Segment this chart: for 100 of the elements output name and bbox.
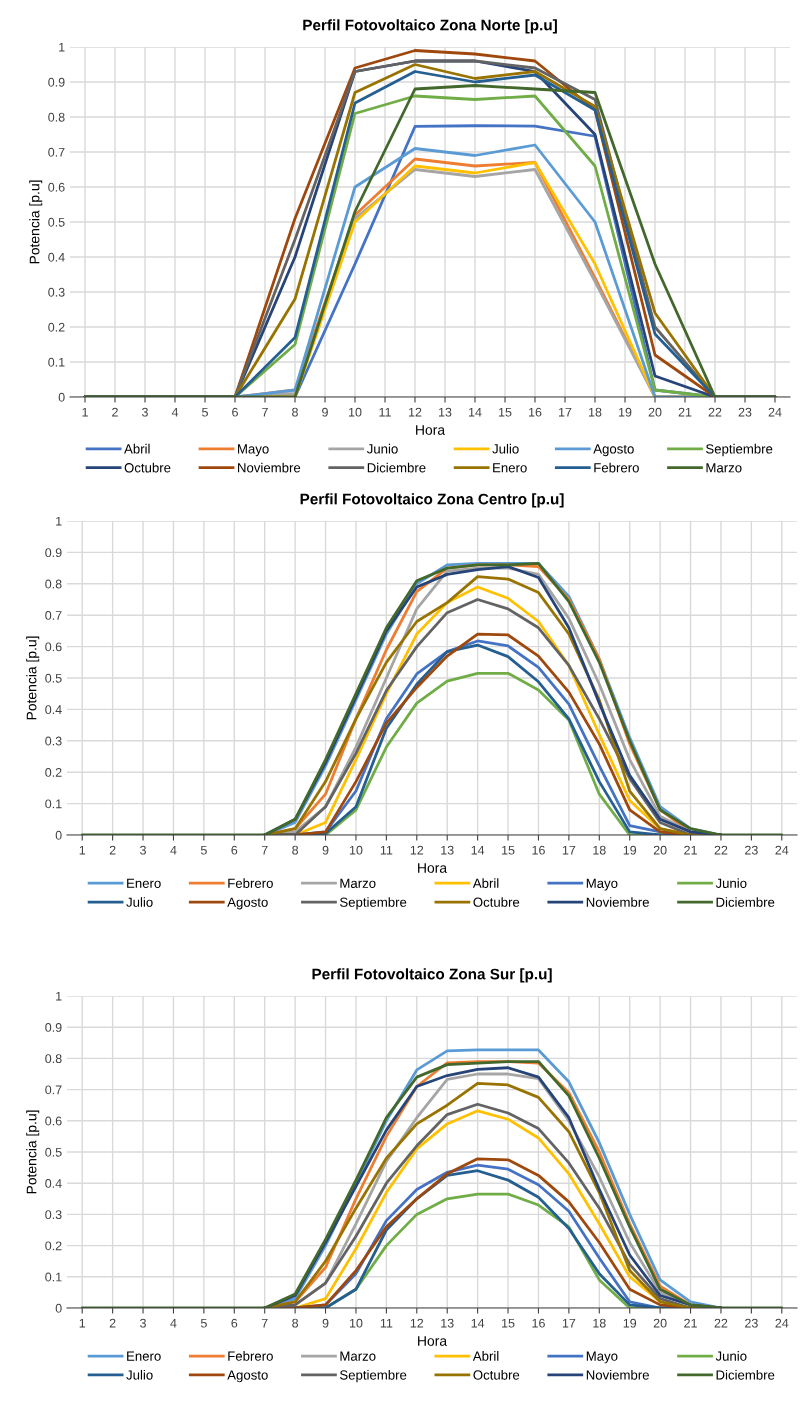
x-tick-label: 8 xyxy=(292,1318,299,1328)
legend-label: Octubre xyxy=(124,462,171,473)
x-tick-label: 3 xyxy=(140,845,146,855)
legend-label: Mayo xyxy=(586,1351,618,1364)
x-tick-label: 17 xyxy=(562,845,576,855)
legend-label: Noviembre xyxy=(586,897,649,907)
x-tick-label: 6 xyxy=(231,845,238,855)
x-tick-label: 13 xyxy=(441,845,454,855)
y-tick-label: 1 xyxy=(59,42,65,52)
x-tick-label: 14 xyxy=(471,1318,485,1328)
chart-title: Perfil Fotovoltaico Zona Sur [p.u] xyxy=(312,968,552,983)
x-tick-label: 17 xyxy=(562,1318,576,1328)
y-tick-label: 0.8 xyxy=(45,1054,62,1064)
x-tick-label: 23 xyxy=(745,1318,758,1328)
legend-label: Diciembre xyxy=(716,897,775,907)
x-tick-label: 23 xyxy=(738,407,752,417)
x-tick-label: 7 xyxy=(262,407,268,417)
x-tick-label: 12 xyxy=(409,407,422,417)
legend-label: Mayo xyxy=(586,878,618,891)
x-axis-title: Hora xyxy=(418,863,448,873)
x-tick-label: 22 xyxy=(714,845,728,855)
y-tick-label: 0.1 xyxy=(45,1272,62,1282)
x-tick-label: 23 xyxy=(745,845,758,855)
y-tick-label: 0.8 xyxy=(45,579,62,589)
x-tick-label: 4 xyxy=(171,407,179,417)
x-tick-label: 21 xyxy=(684,845,697,855)
y-tick-label: 0.4 xyxy=(45,705,62,715)
x-tick-label: 7 xyxy=(261,845,268,855)
x-tick-label: 15 xyxy=(502,1318,515,1328)
x-tick-label: 3 xyxy=(142,407,148,417)
legend-label: Septiembre xyxy=(340,897,407,910)
x-tick-label: 10 xyxy=(349,407,362,417)
y-tick-label: 0.4 xyxy=(45,1179,62,1188)
y-tick-label: 0 xyxy=(55,830,62,840)
legend-label: Abril xyxy=(124,443,150,454)
x-tick-label: 9 xyxy=(322,1318,329,1328)
legend-label: Septiembre xyxy=(706,443,773,457)
x-tick-label: 21 xyxy=(678,407,692,417)
legend-label: Agosto xyxy=(227,897,268,910)
legend-label: Junio xyxy=(366,443,398,454)
x-tick-label: 5 xyxy=(202,407,208,417)
x-tick-label: 19 xyxy=(623,845,637,855)
y-tick-label: 0.1 xyxy=(45,799,62,809)
legend-label: Diciembre xyxy=(367,462,426,473)
x-tick-label: 24 xyxy=(768,407,782,417)
x-tick-label: 21 xyxy=(684,1318,697,1328)
x-tick-label: 20 xyxy=(653,1318,667,1328)
y-axis-title: Potencia [p.u] xyxy=(29,180,43,264)
x-tick-label: 13 xyxy=(439,407,452,417)
x-tick-label: 24 xyxy=(775,1318,789,1328)
x-tick-label: 8 xyxy=(292,407,298,417)
legend-label: Julio xyxy=(126,1369,153,1380)
legend-label: Abril xyxy=(472,1351,499,1361)
x-tick-label: 18 xyxy=(593,1318,606,1328)
y-tick-label: 0.7 xyxy=(45,611,62,620)
y-tick-label: 0.2 xyxy=(45,768,62,777)
x-tick-label: 2 xyxy=(109,845,116,855)
legend-label: Octubre xyxy=(473,897,520,907)
x-axis-title: Hora xyxy=(418,1336,448,1346)
x-tick-label: 11 xyxy=(380,845,393,855)
y-tick-label: 0.1 xyxy=(48,357,65,367)
x-tick-label: 22 xyxy=(708,407,722,417)
y-tick-label: 0.8 xyxy=(48,112,65,122)
x-tick-label: 11 xyxy=(379,407,391,417)
y-tick-label: 0.4 xyxy=(48,252,65,262)
x-tick-label: 15 xyxy=(499,407,512,417)
x-tick-label: 1 xyxy=(79,1318,86,1328)
legend-label: Marzo xyxy=(340,878,376,888)
legend-label: Junio xyxy=(715,878,747,888)
y-axis-title: Potencia [p.u] xyxy=(26,1110,40,1194)
y-tick-label: 0.9 xyxy=(45,548,62,558)
x-tick-label: 19 xyxy=(619,407,632,417)
legend-label: Abril xyxy=(472,878,499,888)
legend-label: Enero xyxy=(127,1351,161,1361)
y-axis-title: Potencia [p.u] xyxy=(26,636,40,720)
x-tick-label: 8 xyxy=(292,845,299,855)
y-tick-label: 0 xyxy=(55,1303,62,1313)
legend-label: Diciembre xyxy=(716,1369,775,1380)
y-tick-label: 0.6 xyxy=(48,182,65,192)
legend-label: Noviembre xyxy=(586,1369,649,1380)
y-tick-label: 0.3 xyxy=(45,1210,62,1220)
y-tick-label: 0.7 xyxy=(48,147,65,157)
chart-title: Perfil Fotovoltaico Zona Centro [p.u] xyxy=(300,493,564,508)
y-tick-label: 0.2 xyxy=(48,322,65,332)
y-tick-label: 0.9 xyxy=(48,77,65,87)
y-tick-label: 0.3 xyxy=(45,736,62,746)
x-tick-label: 16 xyxy=(532,1318,545,1328)
x-tick-label: 16 xyxy=(532,845,545,855)
legend-label: Enero xyxy=(493,463,527,473)
x-tick-label: 11 xyxy=(380,1318,393,1328)
y-tick-label: 0.6 xyxy=(45,642,62,652)
x-tick-label: 6 xyxy=(231,1318,238,1328)
legend-label: Septiembre xyxy=(340,1369,407,1383)
legend-label: Junio xyxy=(715,1351,747,1361)
x-tick-label: 4 xyxy=(170,1318,177,1328)
x-tick-label: 24 xyxy=(775,845,789,855)
legend-label: Marzo xyxy=(706,463,742,473)
x-tick-label: 12 xyxy=(410,1318,424,1328)
x-tick-label: 22 xyxy=(714,1318,728,1328)
x-tick-label: 1 xyxy=(82,407,88,417)
